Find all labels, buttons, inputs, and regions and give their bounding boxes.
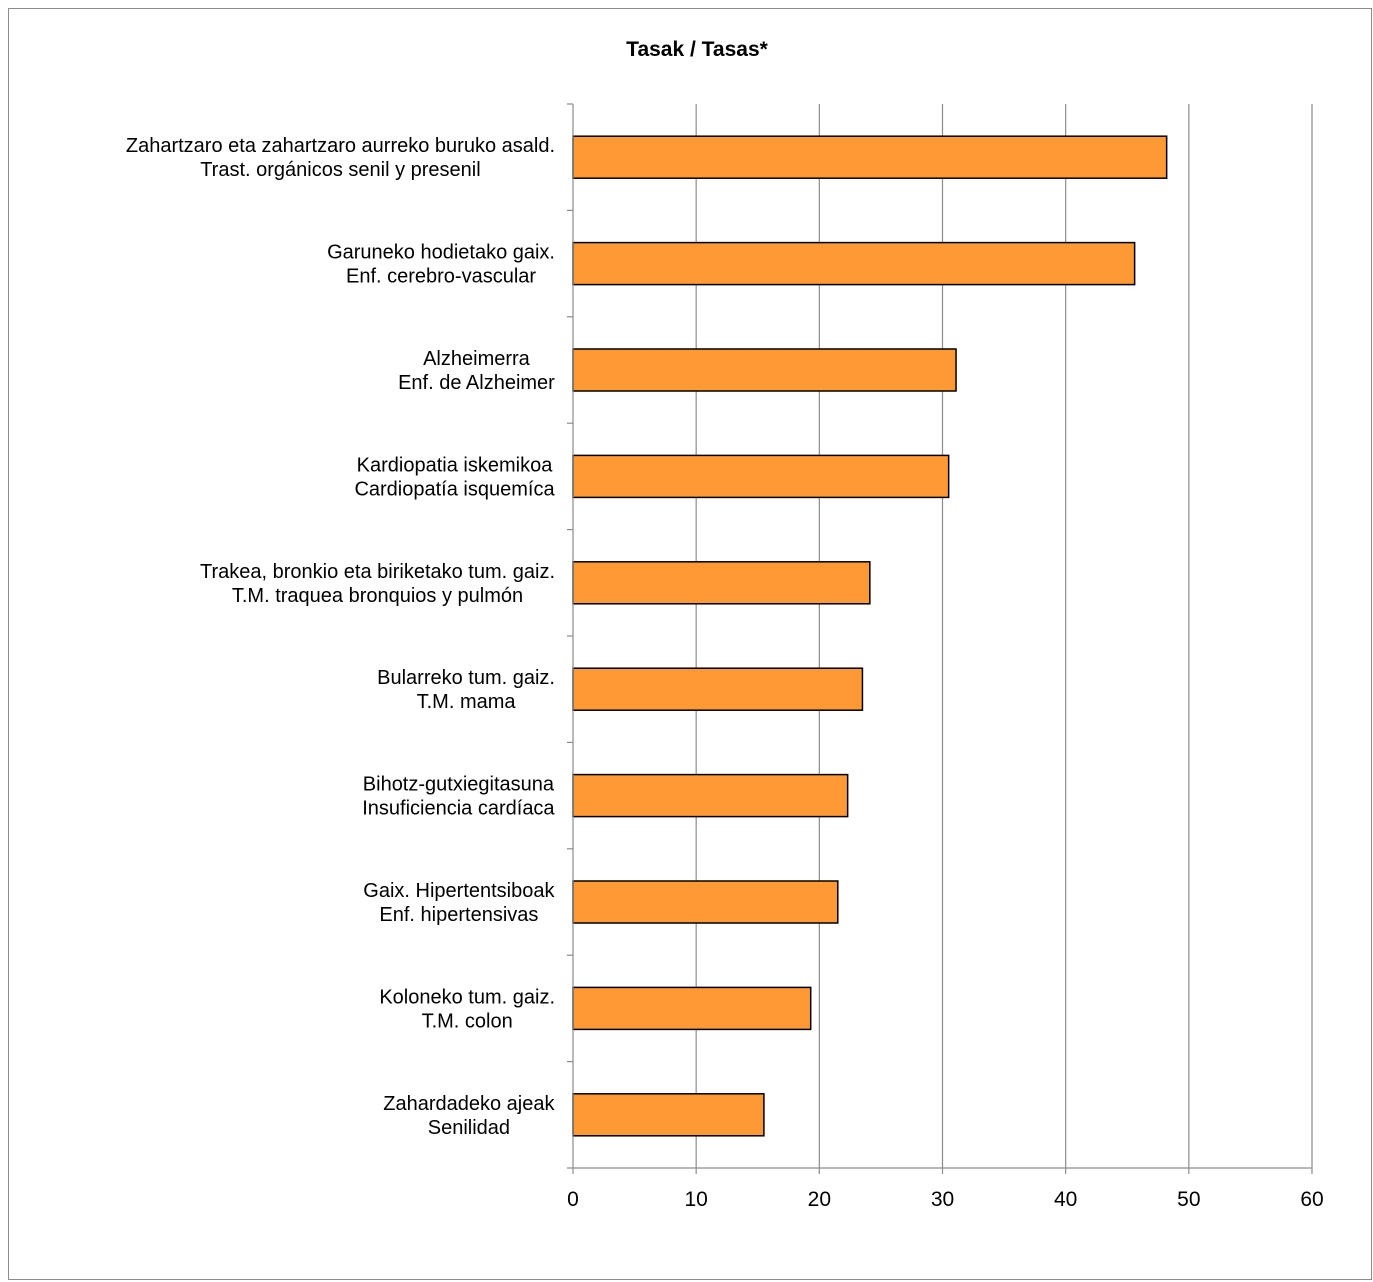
bar xyxy=(573,243,1135,285)
bar xyxy=(573,881,838,923)
category-label-line: Garuneko hodietako gaix. xyxy=(327,242,555,264)
category-label: Trakea, bronkio eta biriketako tum. gaiz… xyxy=(200,561,555,607)
category-label-line: Zahardadeko ajeak xyxy=(383,1093,555,1115)
category-label: Bihotz-gutxiegitasuna Insuficiencia cardí… xyxy=(362,774,555,820)
x-tick-label: 20 xyxy=(808,1188,831,1211)
category-label-line: Koloneko tum. gaiz. xyxy=(379,986,555,1008)
x-tick-label: 30 xyxy=(931,1188,954,1211)
category-label-line: Bularreko tum. gaiz. xyxy=(377,667,555,689)
category-label-line: T.M. colon xyxy=(422,1010,513,1032)
x-tick-label: 0 xyxy=(567,1188,579,1211)
category-label-line: Insuficiencia cardíaca xyxy=(362,798,555,820)
bar xyxy=(573,1094,764,1136)
category-label-line: Enf. de Alzheimer xyxy=(398,372,555,394)
category-label-line: Zahartzaro eta zahartzaro aurreko buruko… xyxy=(126,135,555,157)
category-label-line: Alzheimerra xyxy=(423,348,531,370)
category-label: Garuneko hodietako gaix. Enf. cerebro-vas… xyxy=(327,242,555,288)
category-label: Koloneko tum. gaiz. T.M. colon xyxy=(379,986,555,1032)
category-label-line: Senilidad xyxy=(428,1117,510,1139)
category-label: Bularreko tum. gaiz. T.M. mama xyxy=(377,667,555,713)
category-label-line: Enf. hipertensivas xyxy=(379,904,538,926)
category-label: Gaix. Hipertentsiboak Enf. hipertensivas xyxy=(363,880,555,926)
x-tick-label: 60 xyxy=(1300,1188,1323,1211)
category-label: Zahartzaro eta zahartzaro aurreko buruko… xyxy=(126,135,555,181)
category-label-line: T.M. traquea bronquios y pulmón xyxy=(232,585,523,607)
x-tick-label: 10 xyxy=(684,1188,707,1211)
category-label-line: T.M. mama xyxy=(417,691,517,713)
category-label: Zahardadeko ajeak Senilidad xyxy=(383,1093,555,1139)
x-tick-label: 50 xyxy=(1177,1188,1200,1211)
bar xyxy=(573,775,848,817)
bar xyxy=(573,562,870,604)
bar xyxy=(573,136,1167,178)
category-label: Kardiopatia iskemikoa Cardiopatía isquemí… xyxy=(354,454,555,500)
category-label-line: Cardiopatía isquemíca xyxy=(354,478,555,500)
x-tick-labels: 0 10 20 30 40 50 60 xyxy=(567,1188,1324,1211)
chart-title: Tasak / Tasas* xyxy=(626,38,768,61)
category-label-line: Enf. cerebro-vascular xyxy=(346,266,536,288)
x-tick-label: 40 xyxy=(1054,1188,1077,1211)
bar xyxy=(573,455,949,497)
bar xyxy=(573,349,956,391)
bar xyxy=(573,668,862,710)
bar xyxy=(573,987,811,1029)
category-label-line: Trakea, bronkio eta biriketako tum. gaiz… xyxy=(200,561,555,583)
category-label: Alzheimerra Enf. de Alzheimer xyxy=(398,348,555,394)
category-label-line: Gaix. Hipertentsiboak xyxy=(363,880,555,902)
category-labels: Zahartzaro eta zahartzaro aurreko buruko… xyxy=(126,135,556,1139)
category-label-line: Bihotz-gutxiegitasuna xyxy=(363,774,555,796)
category-label-line: Kardiopatia iskemikoa xyxy=(357,454,554,476)
bar-series xyxy=(573,136,1167,1136)
category-label-line: Trast. orgánicos senil y presenil xyxy=(200,159,481,181)
